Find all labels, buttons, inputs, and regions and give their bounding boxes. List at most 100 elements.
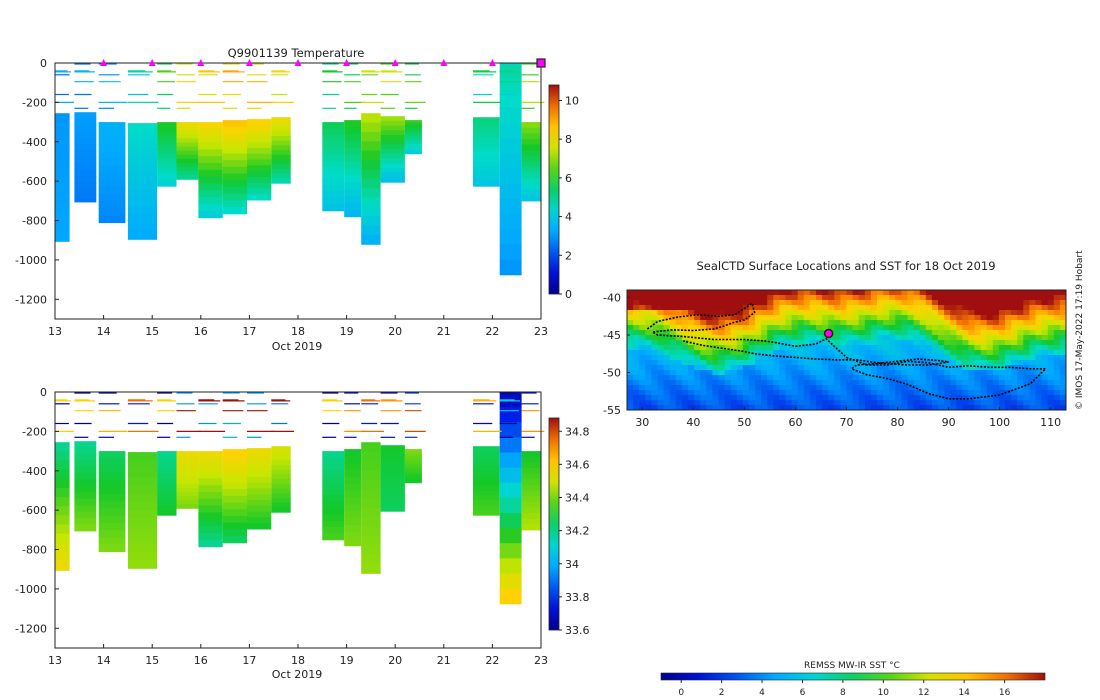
sst-cell — [748, 375, 756, 381]
sst-cell — [938, 295, 945, 301]
sst-cell — [834, 335, 841, 341]
sst-cell — [956, 405, 963, 410]
sst-cell — [694, 315, 701, 321]
sst-cell — [639, 370, 646, 376]
sst-cell — [633, 385, 640, 391]
sst-cell — [736, 310, 744, 316]
sst-cell — [773, 325, 780, 331]
sal-profile-7-cell — [222, 449, 247, 457]
sst-cell — [883, 355, 890, 361]
sst-cell — [779, 290, 787, 296]
sal-profile-0-cell — [55, 497, 70, 507]
sst-cell — [901, 295, 909, 301]
sst-cell — [1005, 395, 1012, 401]
sal-profile-1-cell — [74, 524, 97, 532]
sst-cell — [663, 365, 671, 371]
sst-cell — [980, 335, 988, 341]
temp-profile-14-cell — [404, 144, 422, 147]
sal-profile-7-cell — [222, 509, 247, 517]
temp-profile-16-cell — [499, 168, 522, 185]
sst-cell — [1029, 295, 1037, 301]
sst-cell — [816, 380, 823, 386]
sst-cell — [1035, 315, 1043, 321]
sst-cell — [925, 290, 933, 296]
sst-cell — [1011, 340, 1018, 346]
sst-cell — [950, 400, 957, 406]
sst-cell — [938, 380, 945, 386]
sst-cell — [889, 335, 896, 341]
sst-cell — [797, 310, 805, 316]
sal-profile-5-cell — [176, 467, 199, 473]
sst-cell — [852, 295, 860, 301]
sst-cell — [773, 305, 780, 311]
sal-profile-8-cell — [247, 488, 272, 495]
temp-profile-2-cell — [98, 136, 126, 145]
sst-cell — [748, 400, 756, 406]
sst-cell — [639, 290, 646, 296]
sst-cell — [846, 350, 854, 356]
sst-cell — [785, 345, 793, 351]
sst-cell — [736, 295, 744, 301]
temp-xtick-label: 13 — [48, 325, 62, 338]
temp-profile-12-cell — [361, 234, 381, 245]
sal-ytick-label: -400 — [22, 465, 47, 478]
sst-cell — [803, 405, 811, 410]
sal-profile-12-cell — [361, 526, 381, 537]
sst-cell — [974, 355, 982, 361]
temp-profile-1-cell — [74, 150, 97, 158]
sst-cell — [645, 385, 652, 391]
sal-profile-1-cell — [74, 466, 97, 474]
sst-cell — [852, 385, 860, 391]
sst-cell — [694, 360, 701, 366]
sal-profile-15-cell — [473, 460, 500, 467]
sst-cell — [791, 340, 799, 346]
sal-profile-15-cell — [473, 470, 500, 477]
temp-profile-12-cell — [361, 216, 381, 227]
sst-cell — [718, 325, 726, 331]
sst-cell — [803, 295, 811, 301]
sst-cell — [700, 405, 707, 410]
sst-cell — [675, 390, 683, 396]
temp-profile-13-cell — [380, 158, 405, 164]
sst-cell — [633, 400, 640, 406]
sst-cell — [779, 375, 787, 381]
sst-cell — [675, 310, 683, 316]
sst-cell — [797, 335, 805, 341]
sst-cell — [1059, 305, 1066, 311]
sst-cell — [822, 375, 829, 381]
temp-profile-8-cell — [247, 136, 272, 143]
temp-profile-6-cell — [198, 190, 223, 198]
sst-cell — [907, 325, 915, 331]
sst-cell — [1053, 385, 1061, 391]
sst-cell — [925, 380, 933, 386]
sst-cell — [669, 300, 677, 306]
map-lat-ticks: -40-45-50-55 — [603, 292, 630, 417]
sst-cell — [639, 360, 646, 366]
sst-cell — [797, 395, 805, 401]
temp-profile-13-cell — [380, 149, 405, 155]
sst-cell — [730, 310, 738, 316]
sst-cell — [1053, 355, 1061, 361]
temp-profile-4-cell — [157, 176, 177, 183]
sst-cell — [828, 385, 835, 391]
sst-cell — [773, 300, 780, 306]
sal-profile-7-cell — [222, 536, 247, 544]
sst-cell — [962, 305, 969, 311]
sst-cell — [919, 295, 927, 301]
sal-profile-12-cell — [361, 535, 381, 546]
temp-profile-13-cell — [380, 153, 405, 160]
sst-cell — [962, 335, 969, 341]
temp-profile-0-cell — [55, 158, 70, 169]
sst-cell — [1059, 365, 1066, 371]
sst-cell — [730, 395, 738, 401]
sst-cell — [773, 390, 780, 396]
sal-profile-5-cell — [176, 500, 199, 505]
temp-profile-3-cell — [127, 131, 158, 141]
sal-profile-14-cell — [404, 461, 422, 465]
sst-cell — [681, 310, 689, 316]
sst-cell — [889, 375, 896, 381]
sst-cell — [864, 300, 872, 306]
sal-profile-15-cell — [473, 446, 500, 452]
sal-profile-11-cell — [344, 511, 362, 519]
temp-profile-5-cell — [176, 150, 199, 156]
